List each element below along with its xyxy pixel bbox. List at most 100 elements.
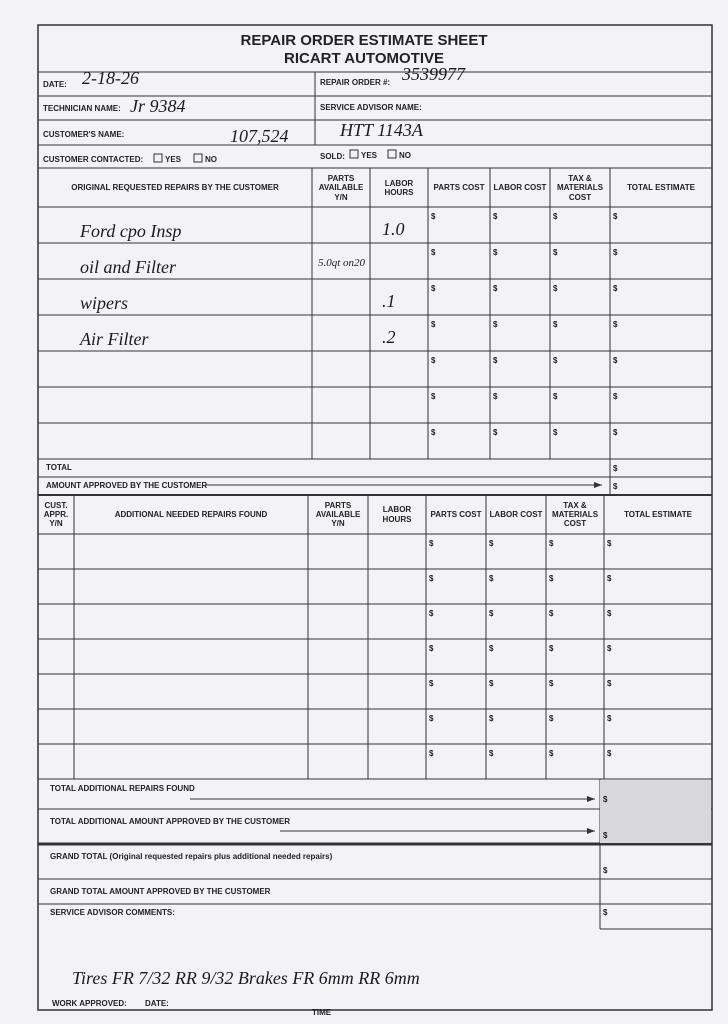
currency-sign: $: [607, 539, 612, 548]
currency-sign: $: [553, 428, 558, 437]
column-header: CUST. APPR. Y/N: [43, 500, 69, 529]
currency-sign: $: [613, 392, 618, 401]
handwritten-ro: 3539977: [402, 64, 465, 84]
currency-sign: $: [489, 609, 494, 618]
handwritten-repair: oil and Filter: [80, 257, 176, 277]
currency-sign: $: [613, 320, 618, 329]
handwritten-date: 2-18-26: [82, 68, 139, 88]
currency-sign: $: [613, 482, 618, 491]
currency-sign: $: [493, 248, 498, 257]
field-label: SERVICE ADVISOR NAME:: [320, 103, 422, 112]
currency-sign: $: [493, 284, 498, 293]
column-header: TAX & MATERIALS COST: [556, 174, 604, 202]
currency-sign: $: [613, 428, 618, 437]
handwritten-hours: .2: [382, 327, 396, 347]
checkbox: [193, 153, 203, 163]
option-label: YES: [165, 155, 182, 164]
column-header: PARTS AVAILABLE Y/N: [318, 174, 364, 202]
summary-label: SERVICE ADVISOR COMMENTS:: [50, 908, 175, 917]
currency-sign: $: [549, 609, 554, 618]
handwritten-hours: 1.0: [382, 219, 405, 239]
currency-sign: $: [607, 574, 612, 583]
currency-sign: $: [613, 464, 618, 473]
checkbox: [349, 149, 359, 159]
approved-label: AMOUNT APPROVED BY THE CUSTOMER: [46, 481, 208, 490]
currency-sign: $: [429, 609, 434, 618]
form-border: [37, 24, 713, 1011]
summary-label: GRAND TOTAL (Original requested repairs …: [50, 852, 333, 861]
currency-sign: $: [553, 212, 558, 221]
currency-sign: $: [493, 392, 498, 401]
currency-sign: $: [607, 644, 612, 653]
currency-sign: $: [603, 831, 608, 840]
currency-sign: $: [607, 679, 612, 688]
currency-sign: $: [549, 714, 554, 723]
currency-sign: $: [431, 356, 436, 365]
currency-sign: $: [493, 212, 498, 221]
currency-sign: $: [431, 212, 436, 221]
column-header: LABOR HOURS: [382, 505, 412, 524]
column-header: TOTAL ESTIMATE: [627, 183, 695, 193]
option-label: NO: [205, 155, 217, 164]
currency-sign: $: [431, 428, 436, 437]
currency-sign: $: [549, 679, 554, 688]
handwritten-parts: 5.0qt on20: [318, 257, 366, 269]
currency-sign: $: [431, 392, 436, 401]
currency-sign: $: [489, 574, 494, 583]
column-header: ADDITIONAL NEEDED REPAIRS FOUND: [114, 509, 268, 519]
field-label: DATE:: [43, 80, 67, 89]
handwritten-customer: 107,524: [230, 126, 289, 146]
footer-label: TIME: [312, 1008, 332, 1017]
column-header: LABOR HOURS: [384, 178, 414, 197]
currency-sign: $: [553, 356, 558, 365]
currency-sign: $: [429, 644, 434, 653]
currency-sign: $: [429, 539, 434, 548]
field-label: SOLD:: [320, 152, 345, 161]
currency-sign: $: [429, 714, 434, 723]
shaded-cell: [600, 780, 711, 843]
currency-sign: $: [553, 248, 558, 257]
currency-sign: $: [553, 392, 558, 401]
column-header: TOTAL ESTIMATE: [624, 509, 692, 519]
checkbox: [153, 153, 163, 163]
handwritten-tech: Jr 9384: [130, 96, 186, 116]
currency-sign: $: [493, 356, 498, 365]
currency-sign: $: [603, 908, 608, 917]
arrow-head: [587, 796, 595, 802]
currency-sign: $: [603, 866, 608, 875]
summary-label: TOTAL ADDITIONAL REPAIRS FOUND: [50, 784, 195, 793]
handwritten-repair: Air Filter: [80, 329, 149, 349]
checkbox: [387, 149, 397, 159]
column-header: ORIGINAL REQUESTED REPAIRS BY THE CUSTOM…: [71, 183, 279, 193]
column-header: LABOR COST: [489, 509, 543, 519]
field-label: CUSTOMER'S NAME:: [43, 130, 125, 139]
column-header: PARTS COST: [430, 509, 482, 519]
currency-sign: $: [603, 795, 608, 804]
option-label: YES: [361, 151, 378, 160]
column-header: TAX & MATERIALS COST: [551, 500, 599, 529]
currency-sign: $: [489, 644, 494, 653]
currency-sign: $: [613, 248, 618, 257]
handwritten-repair: Ford cpo Insp: [80, 221, 182, 241]
arrow-head: [587, 828, 595, 834]
currency-sign: $: [489, 749, 494, 758]
currency-sign: $: [549, 539, 554, 548]
currency-sign: $: [613, 356, 618, 365]
currency-sign: $: [549, 749, 554, 758]
footer-label: WORK APPROVED:: [52, 999, 127, 1008]
currency-sign: $: [489, 539, 494, 548]
arrow-head: [594, 482, 602, 488]
field-label: REPAIR ORDER #:: [320, 78, 391, 87]
currency-sign: $: [549, 644, 554, 653]
footer-label: DATE:: [145, 999, 169, 1008]
handwritten-repair: wipers: [80, 293, 129, 313]
total-label: TOTAL: [46, 463, 72, 472]
currency-sign: $: [429, 679, 434, 688]
handwritten-hours: .1: [382, 291, 396, 311]
column-header: PARTS AVAILABLE Y/N: [315, 500, 361, 529]
option-label: NO: [399, 151, 411, 160]
currency-sign: $: [607, 714, 612, 723]
currency-sign: $: [429, 749, 434, 758]
currency-sign: $: [549, 574, 554, 583]
